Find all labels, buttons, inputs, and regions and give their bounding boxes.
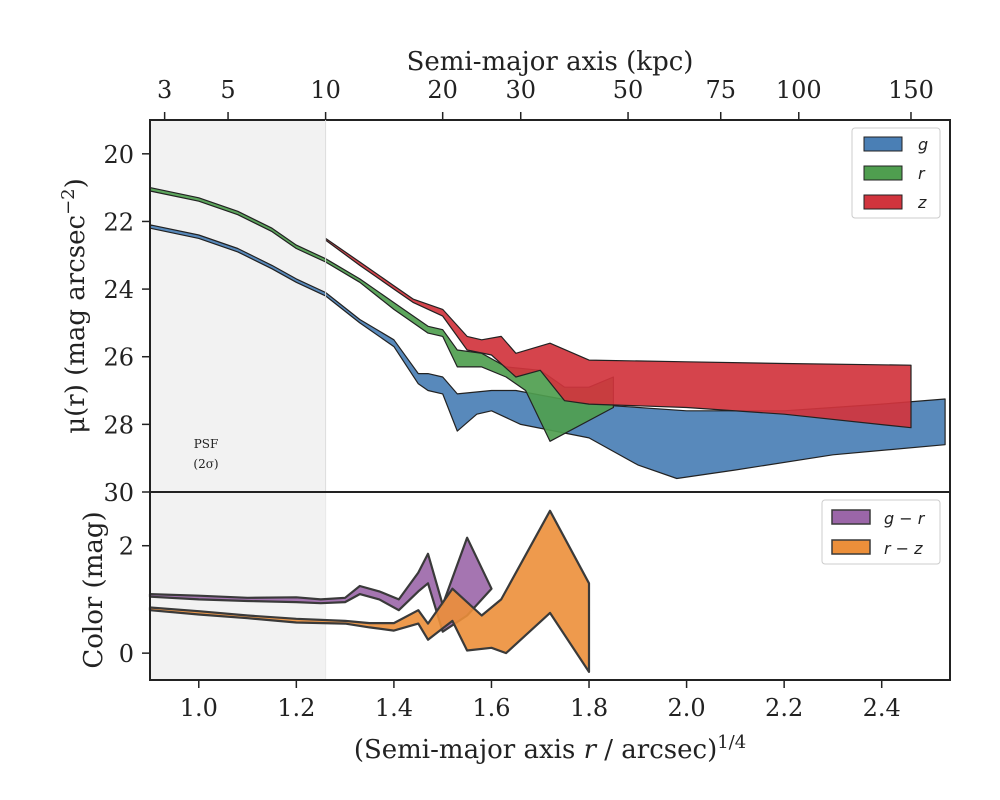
kpc-tick-label: 150	[888, 76, 934, 104]
bottom-y-axis-title: Color (mag)	[79, 511, 109, 668]
x-tick-label: 1.8	[570, 694, 608, 722]
xlabel-italic: r	[584, 735, 598, 765]
legend-label-r: r	[918, 164, 926, 183]
legend-swatch-g	[863, 136, 903, 152]
psf-shaded-region	[150, 120, 326, 492]
surface-brightness-series	[149, 187, 946, 480]
bottom-x-axis-title: (Semi-major axis r / arcsec)1/4	[354, 732, 746, 765]
x-tick-label: 1.4	[375, 694, 413, 722]
y-tick-label: 26	[103, 344, 134, 372]
legend-label-rz: r − z	[884, 539, 923, 558]
color-series	[148, 509, 591, 674]
bottom-legend: g − r r − z	[821, 499, 941, 565]
x-tick-label: 2.2	[765, 694, 803, 722]
legend-swatch-r	[863, 165, 903, 181]
bottom-panel-frame	[149, 491, 951, 681]
kpc-tick-label: 10	[310, 76, 341, 104]
color-panel: 02 1.0 1.2 1.4 1.6 1.8 2.0 2.2 2.4 (Semi-major …	[79, 491, 951, 765]
color-y-tick-label: 2	[119, 533, 134, 561]
ylabel-close: )	[61, 178, 91, 188]
kpc-tick-label: 5	[220, 76, 235, 104]
y-tick-label: 24	[103, 276, 134, 304]
psf-label-line1: PSF	[194, 437, 219, 451]
xlabel-tail: / arcsec)	[596, 735, 717, 765]
kpc-tick-label: 100	[776, 76, 822, 104]
y-tick-label: 30	[103, 479, 134, 507]
x-tick-label: 1.6	[472, 694, 510, 722]
x-tick-label: 2.4	[863, 694, 901, 722]
kpc-tick-label: 75	[705, 76, 736, 104]
top-legend: g r z	[851, 127, 941, 219]
band-gr	[148, 536, 493, 633]
y-tick-label: 20	[103, 141, 134, 169]
kpc-tick-label: 3	[157, 76, 172, 104]
top-y-axis-title: μ(r) (mag arcsec−2)	[58, 178, 91, 434]
kpc-tick-label: 20	[427, 76, 458, 104]
bottom-x-axis: 1.0 1.2 1.4 1.6 1.8 2.0 2.2 2.4	[180, 680, 901, 722]
psf-shaded-region-bottom	[150, 492, 326, 680]
ylabel-main: μ(r) (mag arcsec	[61, 215, 91, 434]
x-tick-label: 1.2	[277, 694, 315, 722]
y-tick-label: 28	[103, 411, 134, 439]
ylabel-sup: −2	[58, 188, 79, 215]
legend-label-gr: g − r	[884, 509, 926, 528]
x-tick-label: 2.0	[667, 694, 705, 722]
bottom-y-axis: 02	[119, 533, 150, 668]
legend-swatch-rz	[831, 539, 871, 555]
band-g	[149, 224, 946, 480]
top-y-axis: 20 22 24 26 28 30	[103, 141, 150, 507]
band-z	[325, 237, 912, 429]
band-rz	[148, 509, 591, 674]
top-x-axis-kpc: 3 5 10 20 30 50 75 100 150	[157, 76, 934, 120]
kpc-tick-label: 30	[505, 76, 536, 104]
y-tick-label: 22	[103, 208, 134, 236]
legend-swatch-z	[863, 194, 903, 210]
legend-label-g: g	[918, 135, 928, 154]
xlabel-sup: 1/4	[717, 732, 746, 753]
legend-label-z: z	[917, 193, 927, 212]
kpc-tick-label: 50	[613, 76, 644, 104]
legend-swatch-gr	[831, 509, 871, 525]
x-tick-label: 1.0	[180, 694, 218, 722]
psf-label-line2: (2σ)	[193, 457, 218, 471]
top-axis-title: Semi-major axis (kpc)	[407, 47, 694, 77]
color-y-tick-label: 0	[119, 640, 134, 668]
xlabel-main: (Semi-major axis	[354, 735, 584, 765]
